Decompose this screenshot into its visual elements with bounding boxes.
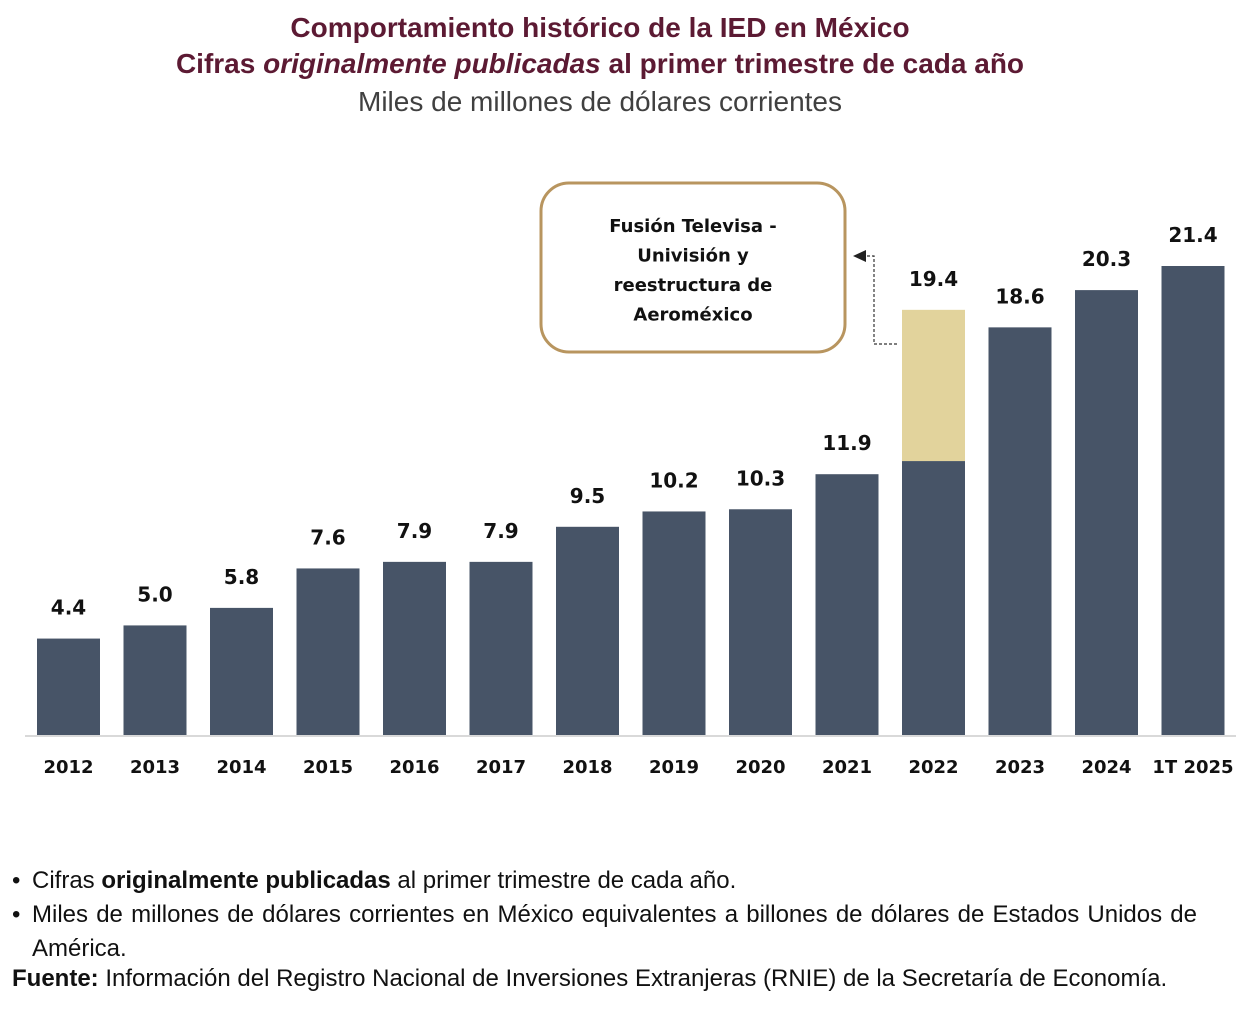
value-label-2016: 7.9: [397, 519, 432, 543]
value-label-2017: 7.9: [483, 519, 518, 543]
annotation-callout: Fusión Televisa - Univisión y reestructura…: [539, 181, 897, 354]
value-label-2024: 20.3: [1082, 247, 1131, 271]
note1-bold: originalmente publicadas: [101, 867, 391, 894]
value-label-1T 2025: 21.4: [1168, 223, 1217, 247]
bar-2012: [37, 638, 100, 735]
source-note: Fuente: Información del Registro Naciona…: [12, 964, 1197, 994]
bar-2021: [815, 474, 879, 735]
bar-2019: [642, 511, 706, 735]
chart-title-line2: Cifras originalmente publicadas al prime…: [0, 48, 1200, 80]
x-tick-2014: 2014: [216, 757, 266, 778]
x-tick-2012: 2012: [43, 757, 93, 778]
x-tick-1T 2025: 1T 2025: [1152, 757, 1233, 778]
value-label-2020: 10.3: [736, 466, 785, 490]
x-tick-2021: 2021: [822, 757, 872, 778]
value-label-2013: 5.0: [137, 582, 172, 606]
bar-2023: [988, 327, 1052, 735]
bar-2022-base: [902, 461, 965, 735]
bar-2018: [556, 526, 619, 735]
annotation-line-3: reestructura de: [614, 275, 773, 296]
source-label: Fuente:: [12, 965, 99, 992]
bar-2024: [1075, 290, 1138, 735]
chart-subtitle: Miles de millones de dólares corrientes: [358, 86, 842, 117]
footnotes: Cifras originalmente publicadas al prime…: [12, 864, 1197, 994]
x-tick-2020: 2020: [735, 757, 785, 778]
annotation-text: Fusión Televisa - Univisión y reestructura…: [609, 216, 777, 326]
bar-2022-highlight: [902, 309, 965, 462]
source-text: Información del Registro Nacional de Inv…: [98, 965, 1168, 992]
value-label-2015: 7.6: [310, 525, 345, 549]
x-tick-2015: 2015: [303, 757, 353, 778]
bar-2013: [123, 625, 187, 735]
title-line2-italic: originalmente publicadas: [263, 48, 601, 79]
x-tick-2013: 2013: [130, 757, 180, 778]
x-tick-2018: 2018: [562, 757, 612, 778]
bar-2017: [469, 561, 533, 735]
bar-2014: [210, 607, 273, 735]
title-line2-pre: Cifras: [175, 48, 264, 79]
value-label-2023: 18.6: [995, 284, 1044, 308]
x-tick-labels-group: 2012 2013 2014 2015 2016 2017 2018 2019 2020 2021…: [43, 757, 1233, 778]
note2-text: Miles de millones de dólares corrientes …: [32, 901, 1197, 962]
x-tick-2017: 2017: [476, 757, 526, 778]
value-label-2022: 19.4: [909, 267, 958, 291]
x-tick-2019: 2019: [649, 757, 699, 778]
value-label-2014: 5.8: [224, 565, 259, 589]
bar-2016: [383, 561, 446, 735]
x-tick-2024: 2024: [1081, 757, 1131, 778]
x-tick-2022: 2022: [908, 757, 958, 778]
bar-2015: [296, 568, 360, 735]
bar-1T 2025: [1161, 266, 1225, 735]
title-line2-post: al primer trimestre de cada año: [600, 48, 1025, 79]
value-label-2019: 10.2: [649, 468, 698, 492]
chart-title: Comportamiento histórico de la IED en Mé…: [290, 12, 910, 43]
annotation-arrow-icon: [853, 250, 866, 262]
value-labels-group: 4.4 5.0 5.8 7.6 7.9 7.9 9.5 10.2 10.3 11.9 19.4 18.…: [51, 223, 1218, 620]
value-label-2021: 11.9: [822, 431, 871, 455]
annotation-box: [539, 181, 847, 354]
bars-group: [37, 266, 1225, 735]
value-label-2018: 9.5: [570, 484, 605, 508]
note1-pre: Cifras: [32, 867, 102, 894]
x-tick-2023: 2023: [995, 757, 1045, 778]
annotation-connector: [866, 255, 897, 345]
note-bullet-2: Miles de millones de dólares corrientes …: [12, 898, 1197, 966]
annotation-line-1: Fusión Televisa -: [609, 216, 777, 237]
annotation-line-4: Aeroméxico: [633, 305, 752, 326]
value-label-2012: 4.4: [51, 596, 86, 620]
note1-post: al primer trimestre de cada año.: [390, 867, 737, 894]
bar-chart: 4.4 5.0 5.8 7.6 7.9 7.9 9.5 10.2 10.3 11.9 19.4 18.…: [25, 181, 1236, 778]
note-bullet-1: Cifras originalmente publicadas al prime…: [12, 864, 1197, 898]
x-tick-2016: 2016: [389, 757, 439, 778]
annotation-line-2: Univisión y: [637, 246, 749, 267]
bar-2020: [729, 509, 792, 735]
